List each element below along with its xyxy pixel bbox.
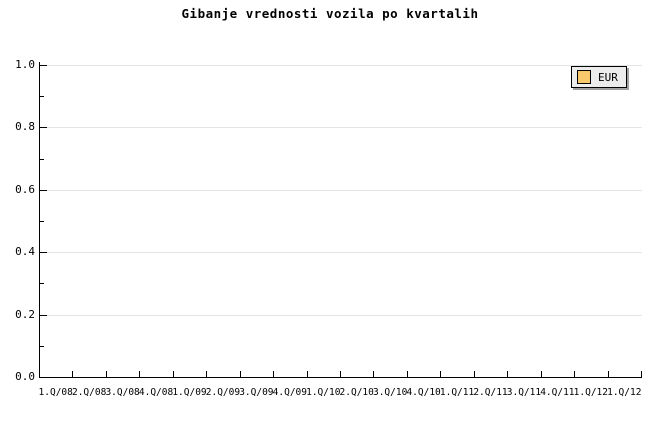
x-axis-tick [373,371,375,377]
y-axis-major-tick [40,377,47,378]
x-axis-tick [540,371,542,377]
legend-label: EUR [598,70,618,84]
y-axis-major-tick [40,252,47,254]
x-axis-tick [239,371,241,377]
x-axis-tick-label: 3.Q/11 [506,387,542,398]
gridline-y-0.6 [40,189,642,191]
x-axis-tick [39,371,40,377]
x-axis-tick [206,371,208,377]
x-axis-tick-label: 3.Q/09 [239,387,274,398]
x-axis-tick-label: 3.Q/08 [105,387,140,398]
x-axis-tick [641,371,642,377]
x-axis-tick-label: 2.Q/09 [205,387,241,398]
x-axis-tick [139,371,141,377]
x-axis-tick-label: 2.Q/11 [473,387,508,398]
y-axis-tick-label: 0.6 [15,182,35,196]
legend-box: EUR [571,66,627,88]
y-axis-tick-label: 0.4 [15,245,35,259]
y-axis-major-tick [40,314,47,316]
y-axis-minor-tick [40,158,44,160]
legend-swatch-eur [577,70,591,84]
x-axis-tick [72,371,74,377]
gridline-y-1.0 [40,65,642,66]
y-axis-minor-tick [40,283,44,285]
x-axis-tick [406,371,408,377]
x-axis-tick-label: 2.Q/08 [71,387,107,398]
x-axis-tick-label: 1.Q/11 [439,387,475,398]
gridline-y-0.4 [40,252,642,254]
y-axis-major-tick [40,127,47,129]
x-axis-tick-label: 1.Q/08 [38,387,73,398]
y-axis-major-tick [40,65,47,66]
y-axis-tick-label: 1.0 [15,58,35,71]
x-axis-tick-label: 1.Q/12 [573,387,608,398]
x-axis-tick [172,371,174,377]
x-axis-tick-label: 4.Q/08 [138,387,174,398]
gridline-y-0.8 [40,127,642,129]
x-axis-tick [440,371,442,377]
x-axis-tick-label: 4.Q/10 [406,387,441,398]
x-axis-tick [473,371,475,377]
x-axis-tick-label: 4.Q/11 [540,387,575,398]
x-axis-tick-label: 1.Q/10 [306,387,341,398]
y-axis-tick-label: 0.8 [15,120,35,134]
y-axis-minor-tick [40,221,44,222]
x-axis-tick-label: 2.Q/10 [339,387,374,398]
y-axis-major-tick [40,189,47,191]
y-axis-line [39,62,40,378]
x-axis-tick-label: 3.Q/10 [372,387,408,398]
gridline-y-0.2 [40,314,642,316]
y-axis-tick-label: 0.2 [15,307,35,321]
x-axis-tick [507,371,509,377]
x-axis-tick [607,371,609,377]
x-axis-tick [340,371,341,377]
x-axis-tick-label: 1.Q/12 [607,387,642,398]
x-axis-tick-label: 1.Q/09 [172,387,207,398]
x-axis-tick [574,371,576,377]
x-axis-tick [306,371,308,377]
x-axis-tick [105,371,107,377]
x-axis-tick [273,371,275,377]
y-axis-minor-tick [40,345,44,347]
y-axis-minor-tick [40,96,44,98]
x-axis-line [39,377,642,378]
chart-title: Gibanje vrednosti vozila po kvartalih [181,6,479,21]
y-axis-tick-label: 0.0 [15,370,35,383]
x-axis-tick-label: 4.Q/09 [272,387,307,398]
